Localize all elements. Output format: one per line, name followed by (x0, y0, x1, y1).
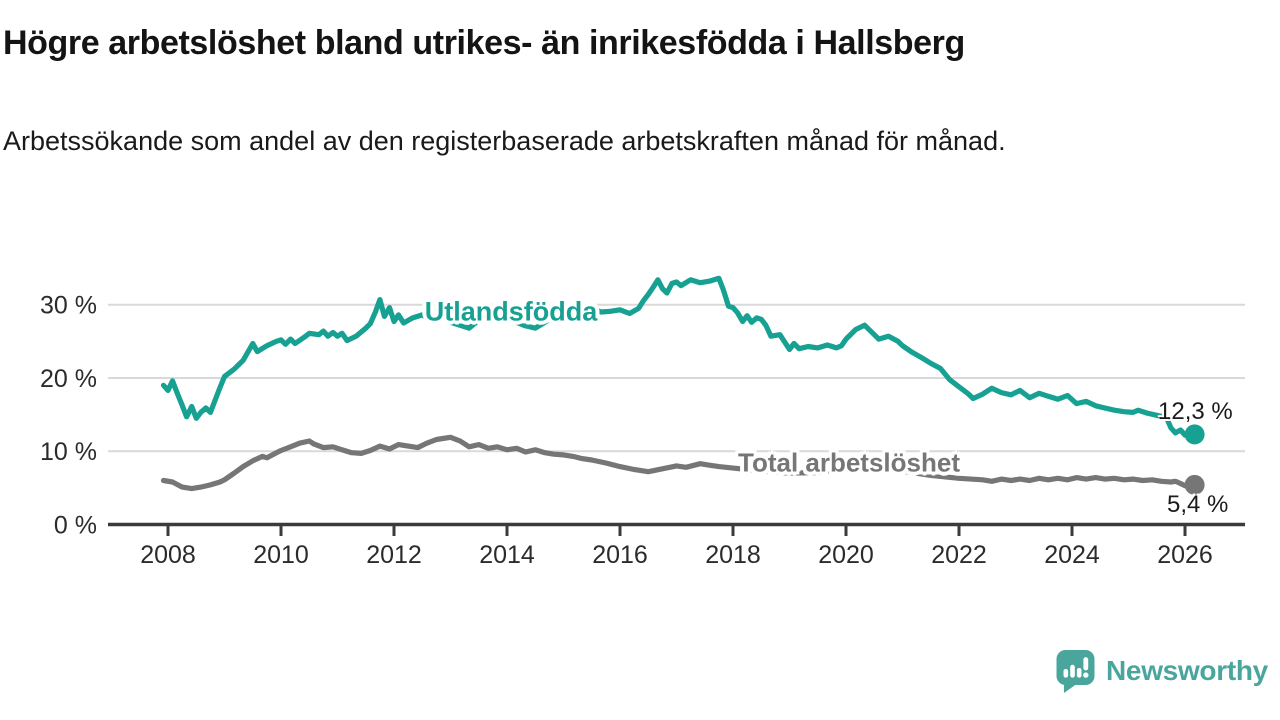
x-axis-tick-label: 2010 (253, 541, 309, 569)
x-axis-tick-label: 2008 (140, 541, 196, 569)
x-axis-tick-label: 2024 (1044, 541, 1100, 569)
end-value-utlandsfodda: 12,3 % (1158, 398, 1233, 425)
series-line-1 (160, 434, 1198, 492)
y-axis-tick-label: 10 % (40, 438, 97, 466)
x-axis-tick-label: 2022 (931, 541, 987, 569)
y-axis-tick-label: 20 % (40, 365, 97, 393)
x-axis-tick-label: 2020 (818, 541, 874, 569)
x-axis-tick-label: 2026 (1157, 541, 1213, 569)
newsworthy-wordmark: Newsworthy (1106, 655, 1268, 686)
series-label-total-arbetsloshet: Total arbetslöshet (737, 447, 961, 478)
x-axis-tick-label: 2018 (705, 541, 761, 569)
series-end-dot-0 (1184, 424, 1205, 445)
newsworthy-logo-icon (1056, 649, 1095, 693)
newsworthy-logo: Newsworthy (1055, 649, 1268, 693)
series-label-utlandsfodda: Utlandsfödda (424, 296, 598, 327)
x-axis-tick-label: 2016 (592, 541, 648, 569)
end-value-total-arbetsloshet: 5,4 % (1167, 491, 1229, 518)
y-axis-tick-label: 30 % (40, 292, 97, 320)
series-line-0 (160, 275, 1198, 438)
series-end-dot-1 (1184, 474, 1205, 495)
y-axis-tick-label: 0 % (54, 512, 97, 540)
x-axis-tick-label: 2014 (479, 541, 535, 569)
x-axis-tick-label: 2012 (366, 541, 422, 569)
page-title: Högre arbetslöshet bland utrikes- än inr… (3, 24, 965, 62)
page-subtitle: Arbetssökande som andel av den registerb… (3, 126, 1006, 156)
